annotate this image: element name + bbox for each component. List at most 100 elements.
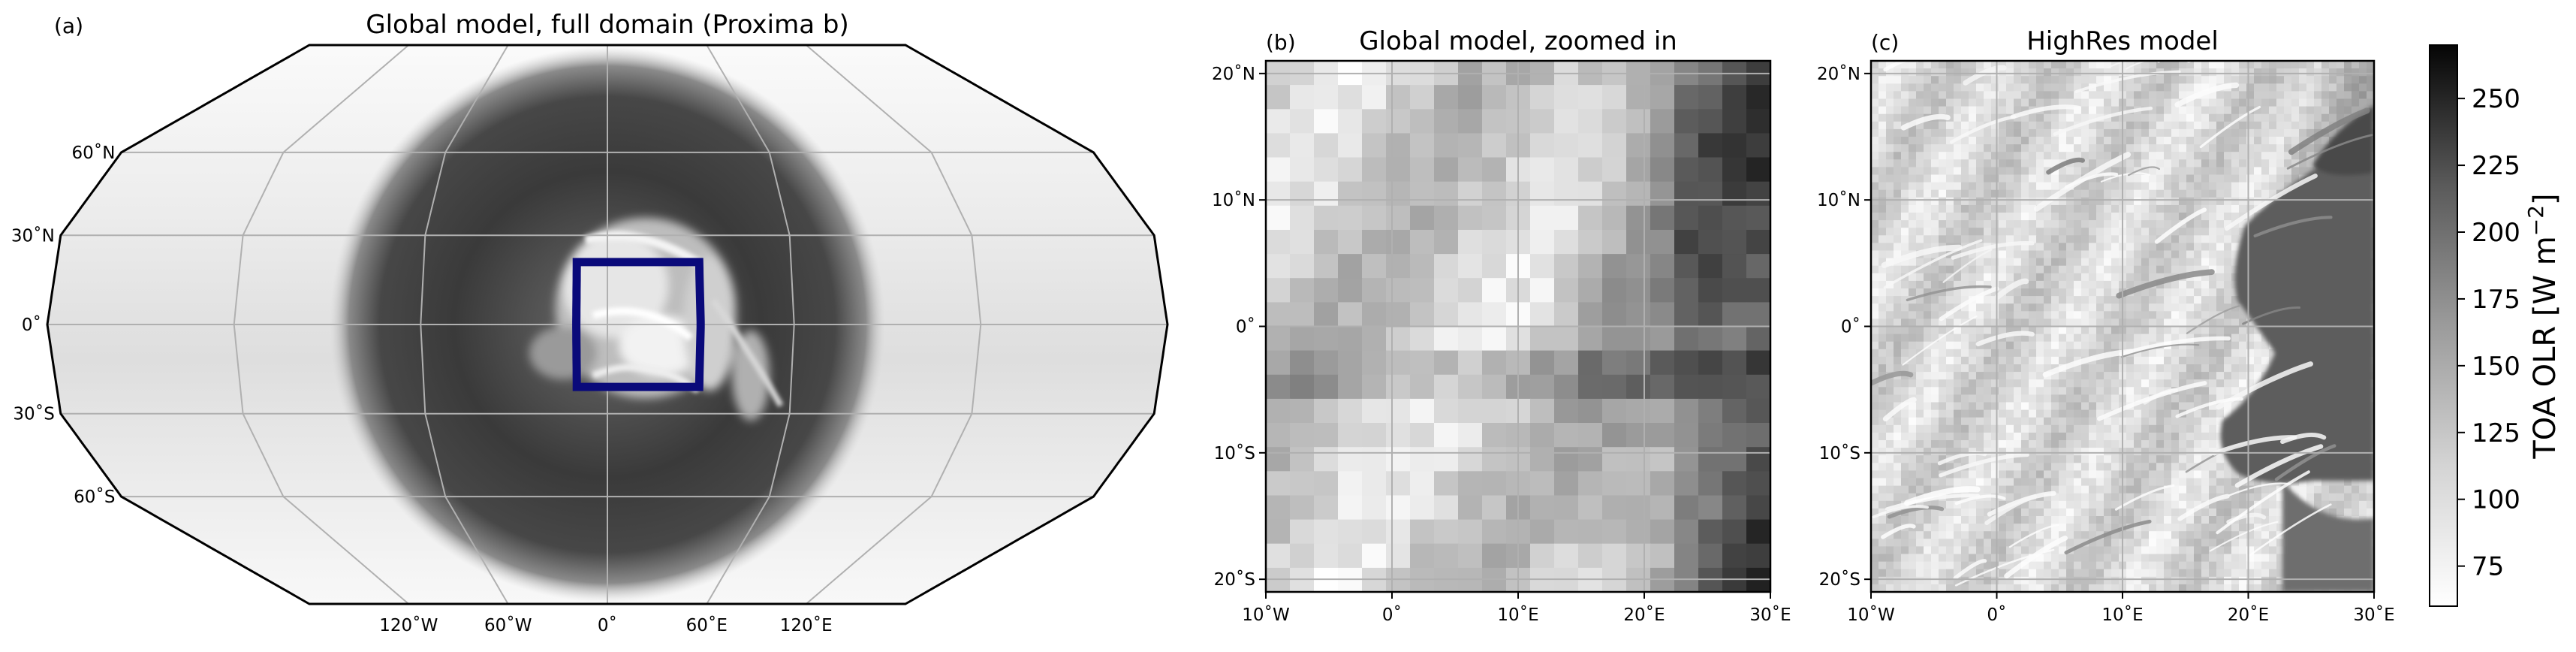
- panel-b-cell: [1410, 205, 1435, 231]
- panel-c-cell: [1909, 243, 1917, 252]
- panel-c-cell: [2171, 546, 2180, 555]
- panel-c-cell: [2014, 455, 2022, 463]
- panel-c-cell: [2276, 144, 2285, 152]
- panel-c-cell: [2066, 213, 2074, 221]
- panel-b-cell: [1434, 157, 1459, 183]
- panel-c-cell: [2059, 561, 2067, 570]
- panel-c-cell: [2186, 485, 2195, 494]
- panel-c-cell: [2059, 508, 2067, 517]
- panel-c-cell: [1954, 311, 1962, 319]
- panel-c-cell: [1924, 463, 1932, 471]
- panel-c-cell: [2216, 273, 2225, 282]
- panel-c-cell: [1916, 463, 1924, 471]
- panel-c-cell: [2044, 364, 2052, 373]
- panel-c-cell: [2216, 356, 2225, 365]
- panel-c-cell: [2141, 113, 2150, 122]
- panel-c-cell: [2186, 243, 2195, 252]
- panel-c-cell: [1886, 463, 1894, 471]
- panel-c-cell: [1976, 524, 1984, 532]
- panel-c-cell: [2239, 159, 2247, 168]
- panel-c-cell: [2239, 61, 2247, 69]
- panel-c-cell: [2209, 424, 2217, 433]
- panel-c-cell: [1946, 288, 1954, 297]
- panel-c-cell: [1871, 159, 1879, 168]
- panel-c-cell: [2074, 258, 2082, 267]
- panel-c-cell: [1999, 372, 2007, 380]
- panel-c-cell: [1901, 387, 1909, 395]
- panel-c-cell: [2209, 98, 2217, 107]
- panel-c-cell: [2231, 235, 2240, 243]
- panel-c-cell: [2134, 455, 2142, 463]
- panel-c-cell: [1894, 91, 1902, 100]
- panel-c-cell: [2306, 83, 2315, 92]
- panel-c-cell: [2239, 326, 2247, 335]
- panel-c-cell: [2066, 280, 2074, 289]
- panel-c-cell: [2126, 182, 2135, 191]
- panel-c-cell: [1901, 220, 1909, 228]
- panel-c-cell: [2164, 113, 2172, 122]
- panel-c-cell: [1946, 204, 1954, 213]
- panel-c-cell: [1901, 213, 1909, 221]
- panel-c-cell: [2329, 113, 2337, 122]
- panel-c-cell: [1976, 265, 1984, 274]
- panel-b-cell: [1386, 374, 1411, 400]
- panel-c-cell: [2149, 524, 2157, 532]
- panel-c-cell: [2021, 189, 2029, 198]
- panel-c-cell: [1939, 409, 1947, 418]
- panel-c-cell: [1916, 394, 1924, 403]
- panel-c-cell: [2096, 228, 2104, 236]
- panel-c-cell: [2059, 265, 2067, 274]
- panel-b-cell: [1362, 519, 1387, 545]
- panel-c-cell: [1991, 356, 1999, 365]
- panel-c-cell: [2201, 243, 2210, 252]
- panel-c-cell: [1886, 228, 1894, 236]
- panel-b-cell: [1266, 567, 1291, 592]
- panel-b-cell: [1458, 471, 1483, 497]
- panel-c-cell: [2231, 98, 2240, 107]
- panel-b-cell: [1410, 567, 1435, 592]
- panel-c-cell: [2209, 387, 2217, 395]
- panel-c-cell: [1901, 189, 1909, 198]
- panel-c-cell: [2216, 68, 2225, 77]
- panel-c-cell: [1961, 379, 1969, 388]
- panel-c-cell: [2299, 485, 2307, 494]
- panel-c-cell: [2111, 394, 2120, 403]
- panel-c-cell: [2209, 204, 2217, 213]
- panel-c-cell: [2201, 258, 2210, 267]
- panel-c-cell: [2224, 280, 2232, 289]
- panel-c-cell: [2036, 500, 2044, 509]
- panel-c-cell: [1976, 463, 1984, 471]
- panel-c-cell: [1909, 334, 1917, 343]
- panel-c-cell: [1879, 213, 1887, 221]
- panel-c-cell: [2179, 341, 2187, 350]
- panel-c-cell: [2216, 516, 2225, 524]
- panel-c-cell: [2096, 288, 2104, 297]
- panel-b-cell: [1410, 302, 1435, 328]
- panel-c-cell: [2254, 174, 2262, 183]
- panel-c-cell: [1999, 318, 2007, 328]
- panel-c-cell: [1984, 561, 1992, 570]
- panel-c-cell: [2089, 516, 2097, 524]
- panel-c-cell: [1909, 440, 1917, 448]
- panel-c-cell: [1886, 235, 1894, 243]
- panel-c-cell: [2231, 341, 2240, 350]
- panel-c-cell: [2164, 500, 2172, 509]
- panel-b-cell: [1410, 543, 1435, 569]
- panel-c-cell: [2104, 243, 2112, 252]
- panel-c-cell: [2156, 455, 2165, 463]
- panel-c-cell: [2081, 417, 2089, 426]
- panel-c-cell: [2269, 500, 2277, 509]
- panel-c-cell: [2111, 106, 2120, 115]
- panel-c-cell: [2261, 83, 2270, 92]
- panel-c-cell: [2081, 213, 2089, 221]
- panel-c-cell: [2246, 213, 2255, 221]
- panel-c-cell: [2156, 493, 2165, 502]
- panel-c-cell: [2261, 189, 2270, 198]
- panel-c-cell: [2059, 402, 2067, 411]
- panel-c-cell: [2171, 440, 2180, 448]
- panel-c-cell: [2201, 220, 2210, 228]
- panel-c-cell: [1961, 113, 1969, 122]
- panel-c-cell: [1879, 273, 1887, 282]
- panel-b-cell: [1266, 254, 1291, 279]
- panel-c-cell: [1924, 273, 1932, 282]
